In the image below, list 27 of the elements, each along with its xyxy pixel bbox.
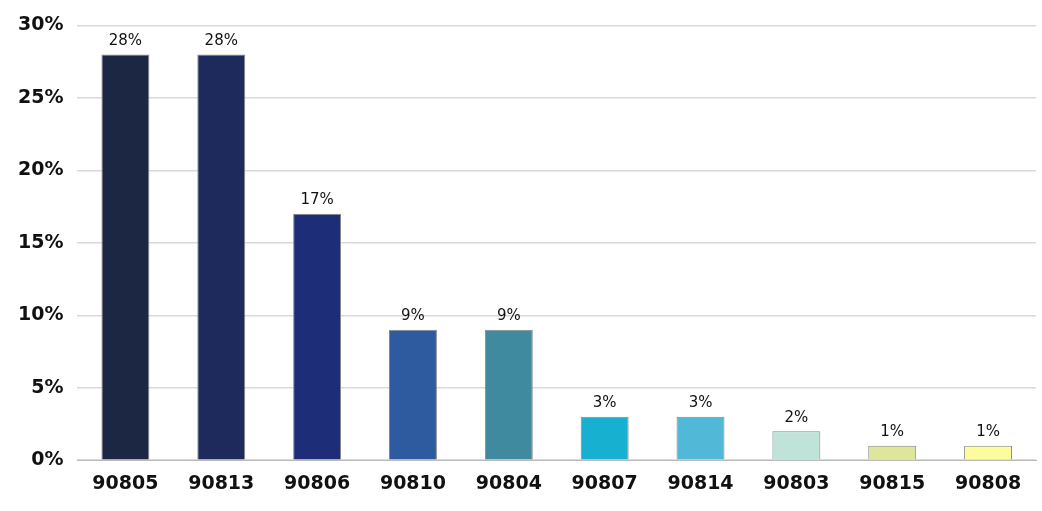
data-label: 9% xyxy=(496,306,521,325)
data-label: 9% xyxy=(401,306,425,325)
x-tick-label: 90808 xyxy=(955,470,1022,493)
y-tick-label: 25% xyxy=(17,84,64,107)
x-tick-label: 90803 xyxy=(763,470,830,493)
x-tick-label: 90804 xyxy=(475,470,542,493)
y-tick-label: 15% xyxy=(17,229,64,252)
x-tick-label: 90807 xyxy=(571,470,638,493)
y-tick-label: 0% xyxy=(31,447,64,470)
data-label: 17% xyxy=(300,190,334,209)
x-tick-label: 90813 xyxy=(188,470,255,493)
data-label: 2% xyxy=(784,407,809,426)
x-tick-label: 90814 xyxy=(667,470,734,493)
x-tick-label: 90810 xyxy=(379,470,447,493)
data-label: 28% xyxy=(204,30,238,49)
y-tick-label: 30% xyxy=(17,12,64,35)
y-tick-label: 10% xyxy=(17,302,64,325)
data-label: 1% xyxy=(976,422,1000,441)
data-label: 1% xyxy=(880,422,905,441)
x-tick-label: 90806 xyxy=(284,470,351,493)
data-label: 3% xyxy=(592,393,617,412)
x-tick-label: 90805 xyxy=(92,470,159,493)
data-label: 3% xyxy=(688,393,713,412)
y-tick-label: 5% xyxy=(31,374,64,397)
x-tick-label: 90815 xyxy=(859,470,926,493)
y-tick-label: 20% xyxy=(17,157,64,180)
data-label: 28% xyxy=(108,30,143,49)
